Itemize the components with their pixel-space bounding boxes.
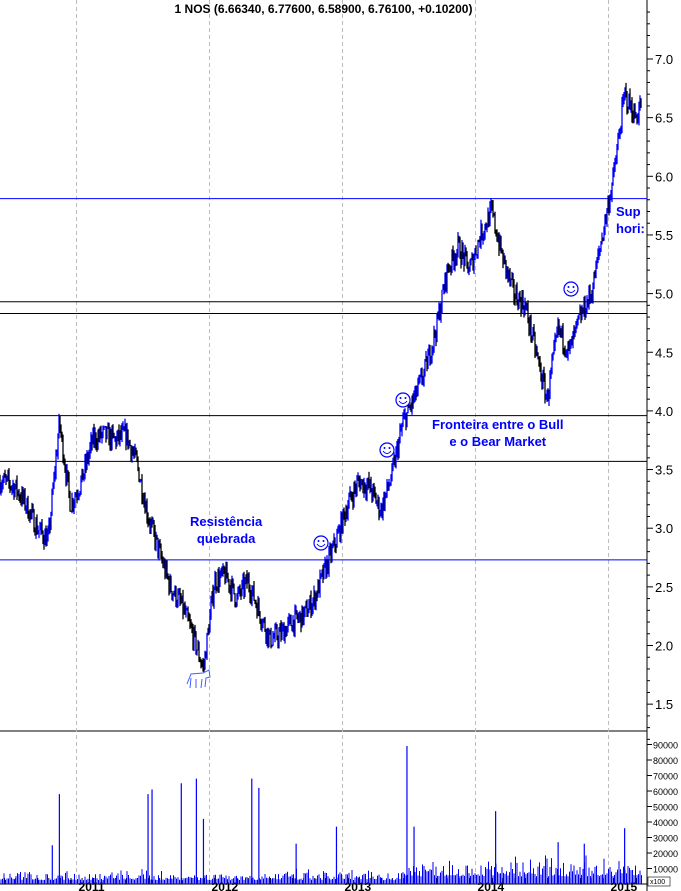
volume-tick-label: 20000: [653, 849, 678, 859]
volume-tick-label: 80000: [653, 756, 678, 766]
y-tick-label: 6.5: [655, 111, 673, 126]
smiley-eye: [567, 286, 570, 288]
volume-tick-label: 50000: [653, 803, 678, 813]
y-tick-label: 7.0: [655, 52, 673, 67]
smiley-icon: [379, 442, 395, 458]
y-tick-label: 4.0: [655, 404, 673, 419]
x-tick-label: 2015: [611, 880, 638, 891]
volume-tick-label: 10000: [653, 865, 678, 875]
smiley-icon: [563, 281, 579, 297]
y-tick-label: 5.0: [655, 287, 673, 302]
y-tick-label: 1.5: [655, 697, 673, 712]
x-tick-label: 2011: [79, 880, 105, 891]
annotation-line: hori:: [616, 221, 645, 236]
volume-tick-label: 40000: [653, 818, 678, 828]
smiley-eye: [388, 447, 391, 449]
volume-tick-label: 70000: [653, 772, 678, 782]
smiley-eye: [322, 540, 325, 542]
y-tick-label: 3.0: [655, 521, 673, 536]
volume-unit-label: x100: [650, 879, 665, 886]
volume-tick-label: 90000: [653, 741, 678, 751]
x-tick-label: 2013: [345, 880, 372, 891]
annotation-fronteira: Fronteira entre o Bull e o Bear Market: [432, 416, 563, 450]
chart-title: 1 NOS (6.66340, 6.77600, 6.58900, 6.7610…: [174, 2, 473, 16]
y-tick-label: 4.5: [655, 345, 673, 360]
y-tick-label: 2.0: [655, 639, 673, 654]
y-tick-label: 6.0: [655, 169, 673, 184]
smiley-eye: [317, 540, 320, 542]
smiley-mouth: [566, 289, 576, 293]
smiley-mouth: [398, 400, 408, 404]
x-tick-label: 2012: [212, 880, 239, 891]
annotation-line: Fronteira entre o Bull: [432, 417, 564, 432]
smiley-eye: [399, 397, 402, 399]
volume-tick-label: 30000: [653, 834, 678, 844]
smiley-icon: [313, 535, 329, 551]
annotation-resistencia: Resistência quebrada: [190, 513, 262, 547]
smiley-eye: [572, 286, 575, 288]
y-tick-label: 5.5: [655, 228, 673, 243]
smiley-mouth: [382, 450, 392, 454]
annotation-line: Resistência: [190, 514, 263, 529]
volume-unit-box: [647, 876, 671, 887]
x-tick-label: 2014: [478, 880, 505, 891]
smiley-icon: [395, 392, 411, 408]
annotation-line: Sup: [616, 204, 641, 219]
volume-tick-label: 60000: [653, 787, 678, 797]
smiley-mouth: [316, 543, 326, 547]
smiley-eye: [404, 397, 407, 399]
smiley-eye: [383, 447, 386, 449]
annotation-suporte-clip: Sup hori:: [612, 203, 647, 243]
annotation-line: quebrada: [196, 531, 256, 546]
y-tick-label: 2.5: [655, 580, 673, 595]
annotation-line: e o Bear Market: [449, 434, 547, 449]
bull-icon: [186, 669, 211, 689]
y-tick-label: 3.5: [655, 463, 673, 478]
